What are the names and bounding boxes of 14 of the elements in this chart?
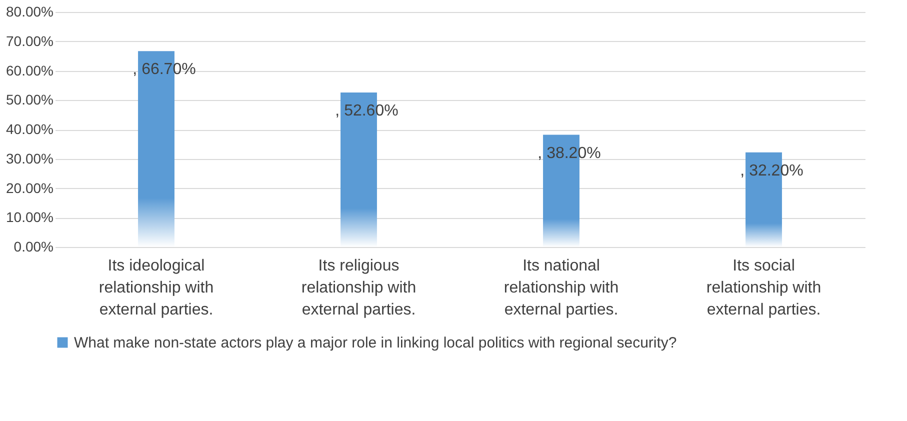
x-tick-label: Its ideological relationship with external parties. [98, 258, 214, 318]
legend-label: What make non-state actors play a major role in linking local politics with regional security? [74, 334, 677, 352]
y-tick-label: 20.00% [6, 180, 54, 196]
y-tick-label: 40.00% [6, 121, 54, 137]
x-tick-label: Its social relationship with external parties. [706, 258, 822, 318]
y-tick-label: 60.00% [6, 62, 54, 78]
y-tick-label: 70.00% [6, 32, 54, 49]
y-tick-label: 10.00% [6, 209, 54, 226]
x-tick-label: Its religious relationship with external parties. [301, 258, 416, 318]
y-tick-label: 30.00% [6, 150, 54, 166]
y-tick-label: 50.00% [6, 92, 54, 108]
y-tick-label: 80.00% [6, 4, 54, 20]
y-tick-label: 0.00% [14, 238, 54, 254]
x-tick-label: Its national relationship with external parties. [504, 258, 619, 318]
